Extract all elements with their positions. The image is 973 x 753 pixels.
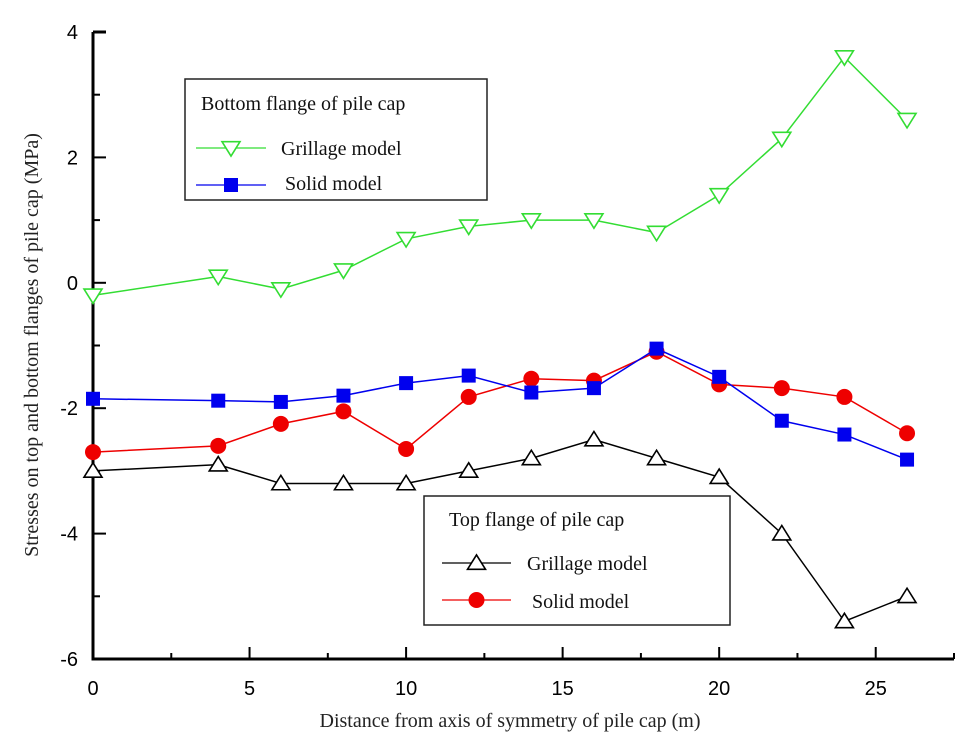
data-point — [646, 225, 668, 243]
data-point — [270, 473, 292, 491]
data-point — [210, 437, 227, 454]
data-point — [333, 263, 354, 280]
legend-entry-bottom-solid — [196, 178, 266, 192]
data-point — [399, 376, 414, 391]
data-point — [273, 394, 288, 409]
data-point — [524, 385, 539, 400]
legend-entry-top-solid — [442, 592, 511, 608]
legend-label-bottom-solid: Solid model — [285, 173, 383, 195]
data-point — [82, 461, 104, 479]
y-tick-label: 0 — [67, 273, 78, 295]
data-point — [649, 341, 664, 356]
x-tick-label: 5 — [244, 678, 255, 700]
data-point — [583, 429, 605, 447]
data-point — [82, 288, 104, 305]
legend-top-flange: Top flange of pile cap Grillage model So… — [423, 495, 731, 626]
data-point — [900, 452, 915, 467]
data-point — [771, 523, 793, 541]
y-tick-label: -2 — [60, 398, 78, 420]
data-point — [837, 427, 852, 442]
data-point — [708, 467, 730, 485]
legend-marker — [468, 592, 485, 608]
data-point — [712, 369, 727, 384]
legend-marker — [466, 553, 487, 571]
data-point — [458, 219, 480, 236]
legend-entry-top-grillage — [442, 553, 511, 571]
data-point — [211, 393, 226, 408]
legend-entry-bottom-grillage — [196, 140, 266, 158]
data-point — [520, 448, 542, 466]
y-axis-title: Stresses on top and bottom flanges of pi… — [21, 133, 43, 557]
data-point — [270, 281, 292, 299]
legend-label-top-grillage: Grillage model — [527, 553, 648, 575]
legend-bottom-title: Bottom flange of pile cap — [201, 93, 405, 115]
data-point — [207, 269, 229, 287]
legend-bottom-flange: Bottom flange of pile cap Grillage model… — [184, 78, 488, 201]
data-point — [333, 473, 354, 491]
data-point — [395, 231, 417, 249]
x-tick-label: 0 — [87, 678, 98, 700]
x-tick-label: 10 — [395, 678, 417, 700]
series-bottom-flange-grillage-model — [82, 49, 918, 305]
data-point — [583, 213, 605, 230]
series-top-flange-grillage-model — [82, 429, 918, 629]
data-point — [836, 388, 853, 405]
data-point — [833, 611, 855, 629]
data-point — [896, 586, 918, 604]
y-tick-label: -6 — [60, 649, 78, 671]
data-point — [520, 213, 542, 230]
data-point — [86, 391, 100, 406]
data-point — [85, 444, 101, 461]
data-point — [708, 187, 730, 205]
x-tick-label: 25 — [865, 678, 887, 700]
legend-label-bottom-grillage: Grillage model — [281, 138, 402, 160]
x-tick-label: 20 — [708, 678, 730, 700]
data-point — [899, 425, 916, 442]
x-axis-title: Distance from axis of symmetry of pile c… — [320, 710, 701, 732]
data-point — [395, 473, 417, 491]
legend-label-top-solid: Solid model — [532, 591, 630, 613]
data-point — [586, 381, 601, 396]
data-point — [771, 131, 793, 149]
data-point — [207, 455, 229, 472]
legend-top-title: Top flange of pile cap — [449, 509, 624, 531]
data-point — [272, 415, 289, 432]
data-point — [896, 112, 918, 130]
y-tick-label: 2 — [67, 147, 78, 169]
data-point — [833, 49, 855, 67]
series-bottom-flange-solid-model — [86, 341, 915, 467]
x-tick-label: 15 — [552, 678, 574, 700]
series-layer — [82, 49, 918, 629]
data-point — [461, 368, 476, 383]
data-point — [336, 388, 351, 403]
data-point — [773, 380, 790, 397]
data-point — [458, 461, 480, 479]
y-tick-label: -4 — [60, 524, 78, 546]
series-top-flange-solid-model — [85, 343, 916, 461]
data-point — [460, 388, 477, 405]
legend-marker — [224, 178, 238, 192]
y-tick-label: 4 — [67, 22, 78, 44]
legend-marker — [220, 140, 242, 158]
data-point — [523, 370, 540, 387]
data-point — [646, 448, 668, 466]
data-point — [335, 403, 352, 420]
data-point — [398, 440, 415, 457]
data-point — [774, 413, 789, 428]
